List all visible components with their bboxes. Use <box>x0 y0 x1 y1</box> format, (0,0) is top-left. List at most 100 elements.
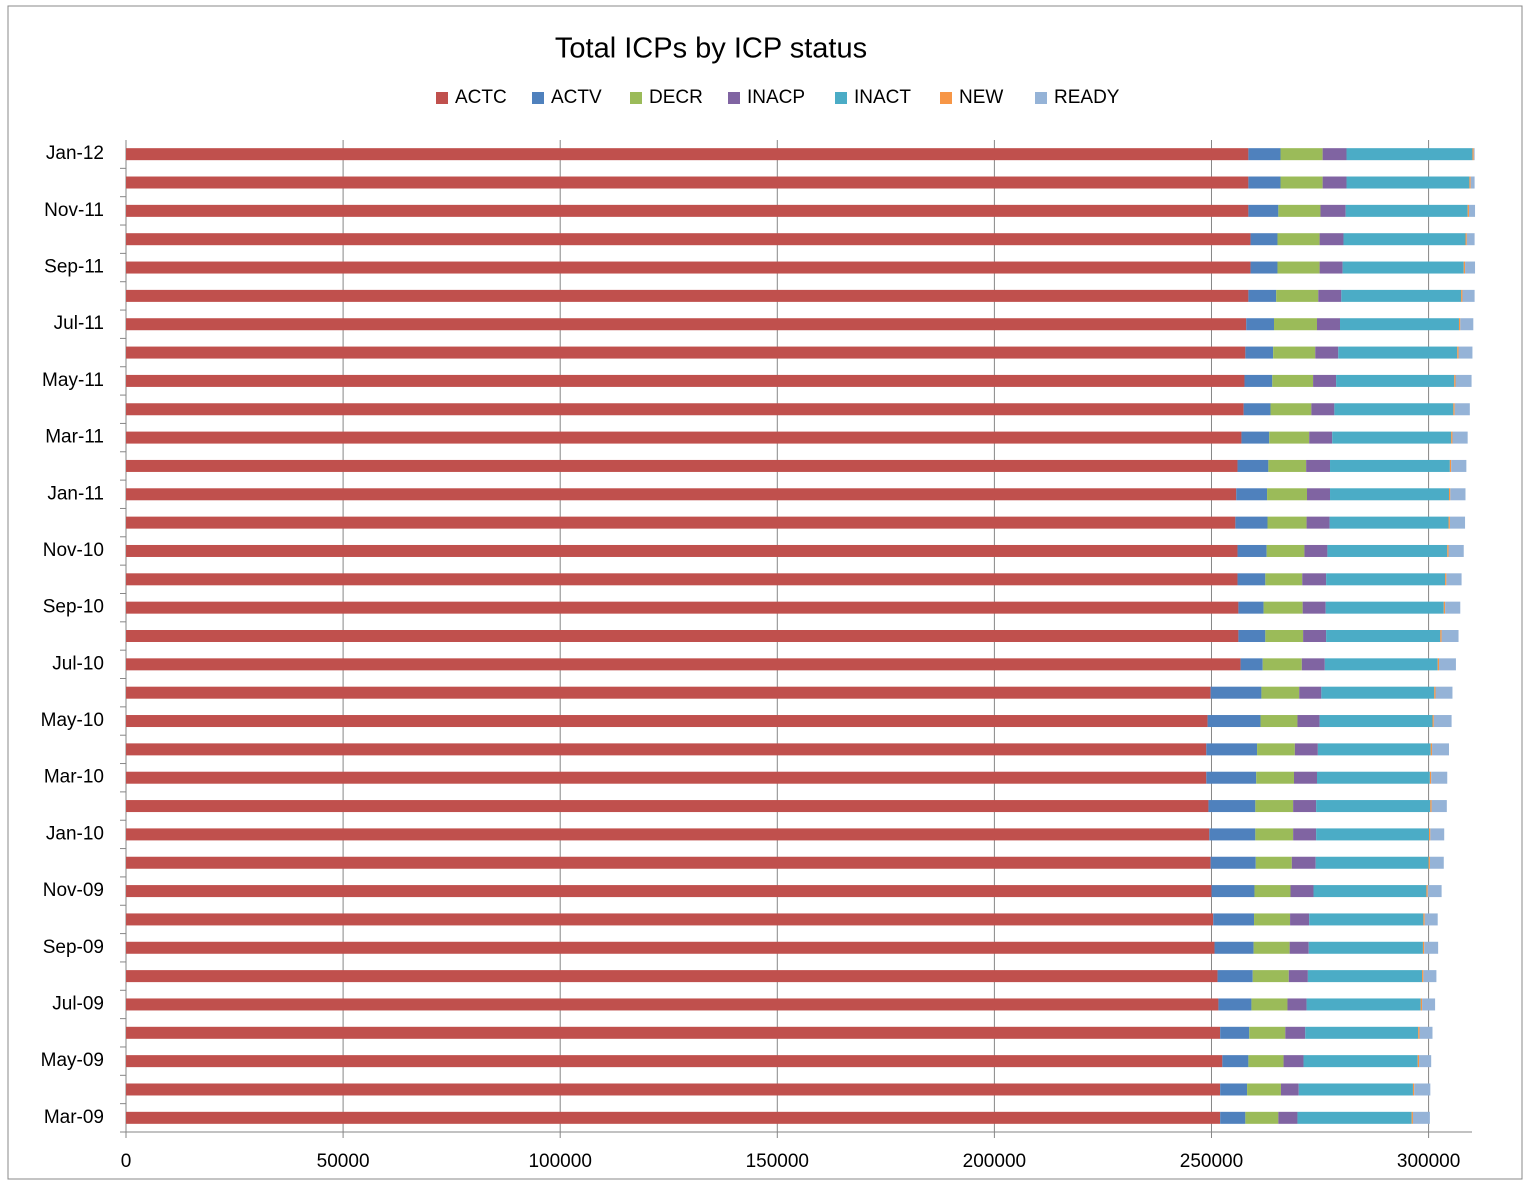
y-tick-label: Mar-09 <box>44 1107 104 1128</box>
bar-segment <box>126 544 1238 557</box>
bar-segment <box>1302 573 1327 586</box>
y-tick-label: Nov-09 <box>43 880 104 901</box>
bar-segment <box>1278 204 1321 217</box>
x-tick-label: 100000 <box>528 1151 591 1172</box>
bar-segment <box>126 715 1208 728</box>
bar-segment <box>1253 941 1290 954</box>
bar-segment <box>126 1111 1221 1124</box>
bar-segment <box>1294 743 1318 756</box>
legend-swatch <box>1035 92 1047 104</box>
bar-segment <box>1418 1026 1420 1039</box>
bar-segment <box>1450 488 1466 501</box>
bar-segment <box>1466 233 1475 246</box>
bar-segment <box>1424 913 1438 926</box>
legend-swatch <box>436 92 448 104</box>
bar-segment <box>126 1055 1223 1068</box>
bar-segment <box>1309 913 1424 926</box>
bar-segment <box>1293 828 1317 841</box>
bar-segment <box>1235 516 1268 529</box>
bar-segment <box>1255 800 1294 813</box>
bar-segment <box>1238 601 1264 614</box>
bar-segment <box>1435 686 1453 699</box>
legend-swatch <box>532 92 544 104</box>
y-tick-label: Nov-11 <box>44 200 104 221</box>
bar-segment <box>1213 913 1255 926</box>
bar-segment <box>1317 743 1431 756</box>
bar-segment <box>1261 686 1300 699</box>
bar-segment <box>1316 771 1430 784</box>
bar-segment <box>1332 431 1452 444</box>
bar-segment <box>1268 459 1307 472</box>
bar-segment <box>1315 856 1429 869</box>
bar-segment <box>126 800 1209 813</box>
bar-segment <box>126 318 1247 331</box>
bar-segment <box>1304 544 1328 557</box>
bar-segment <box>1448 488 1451 501</box>
bar-segment <box>1262 658 1302 671</box>
bar-segment <box>1422 998 1436 1011</box>
x-tick-label: 200000 <box>963 1151 1026 1172</box>
bar-segment <box>1467 204 1469 217</box>
bar-segment <box>1465 261 1476 274</box>
y-tick-label: Jul-10 <box>52 653 104 674</box>
bar-segment <box>1211 885 1255 898</box>
bar-segment <box>1431 800 1447 813</box>
bar-segment <box>1316 318 1341 331</box>
bar-segment <box>1248 289 1277 302</box>
bar-segment <box>1255 856 1292 869</box>
bar-segment <box>1217 970 1253 983</box>
bar-segment <box>1250 233 1278 246</box>
bar-segment <box>1270 403 1312 416</box>
bar-segment <box>1236 488 1268 501</box>
bar-segment <box>1334 403 1454 416</box>
bar-segment <box>126 970 1218 983</box>
bar-segment <box>1311 403 1335 416</box>
legend-swatch <box>728 92 740 104</box>
bar-segment <box>1245 1111 1279 1124</box>
bar-segment <box>1208 800 1256 813</box>
bar-segment <box>1342 261 1464 274</box>
x-tick-label: 50000 <box>317 1151 370 1172</box>
bar-segment <box>1329 516 1449 529</box>
x-tick-label: 250000 <box>1180 1151 1243 1172</box>
bar-segment <box>1267 488 1308 501</box>
bar-segment <box>1433 715 1452 728</box>
bar-segment <box>1254 913 1291 926</box>
bar-segment <box>1319 233 1344 246</box>
bar-segment <box>1247 1083 1281 1096</box>
bar-segment <box>126 346 1246 359</box>
bar-segment <box>1291 856 1316 869</box>
bar-segment <box>1220 1111 1246 1124</box>
bar-segment <box>1463 261 1466 274</box>
bar-segment <box>1243 403 1271 416</box>
bar-segment <box>1305 1026 1419 1039</box>
bar-segment <box>1206 771 1257 784</box>
chart-frame <box>7 5 1523 1180</box>
legend-label: ACTV <box>551 87 602 108</box>
bar-segment <box>1218 998 1252 1011</box>
bar-segment <box>1447 544 1449 557</box>
bar-segment <box>1414 1083 1431 1096</box>
bar-segment <box>1301 658 1325 671</box>
bar-segment <box>1248 204 1279 217</box>
bar-segment <box>126 573 1238 586</box>
legend-swatch <box>835 92 847 104</box>
y-tick-label: May-11 <box>42 370 104 391</box>
bar-segment <box>126 856 1211 869</box>
bar-segment <box>1449 459 1452 472</box>
bar-segment <box>1263 601 1303 614</box>
bar-segment <box>126 374 1245 387</box>
bar-segment <box>1454 374 1456 387</box>
legend-label: NEW <box>959 87 1003 108</box>
bar-segment <box>1283 1055 1304 1068</box>
bar-segment <box>1244 374 1273 387</box>
legend-label: READY <box>1054 87 1120 108</box>
bar-segment <box>1324 658 1438 671</box>
bar-segment <box>1293 771 1317 784</box>
bar-segment <box>1423 913 1425 926</box>
y-tick-label: Nov-10 <box>43 540 104 561</box>
bar-segment <box>1288 970 1308 983</box>
bar-segment <box>1424 941 1439 954</box>
bar-segment <box>1273 346 1316 359</box>
bar-segment <box>1326 573 1446 586</box>
